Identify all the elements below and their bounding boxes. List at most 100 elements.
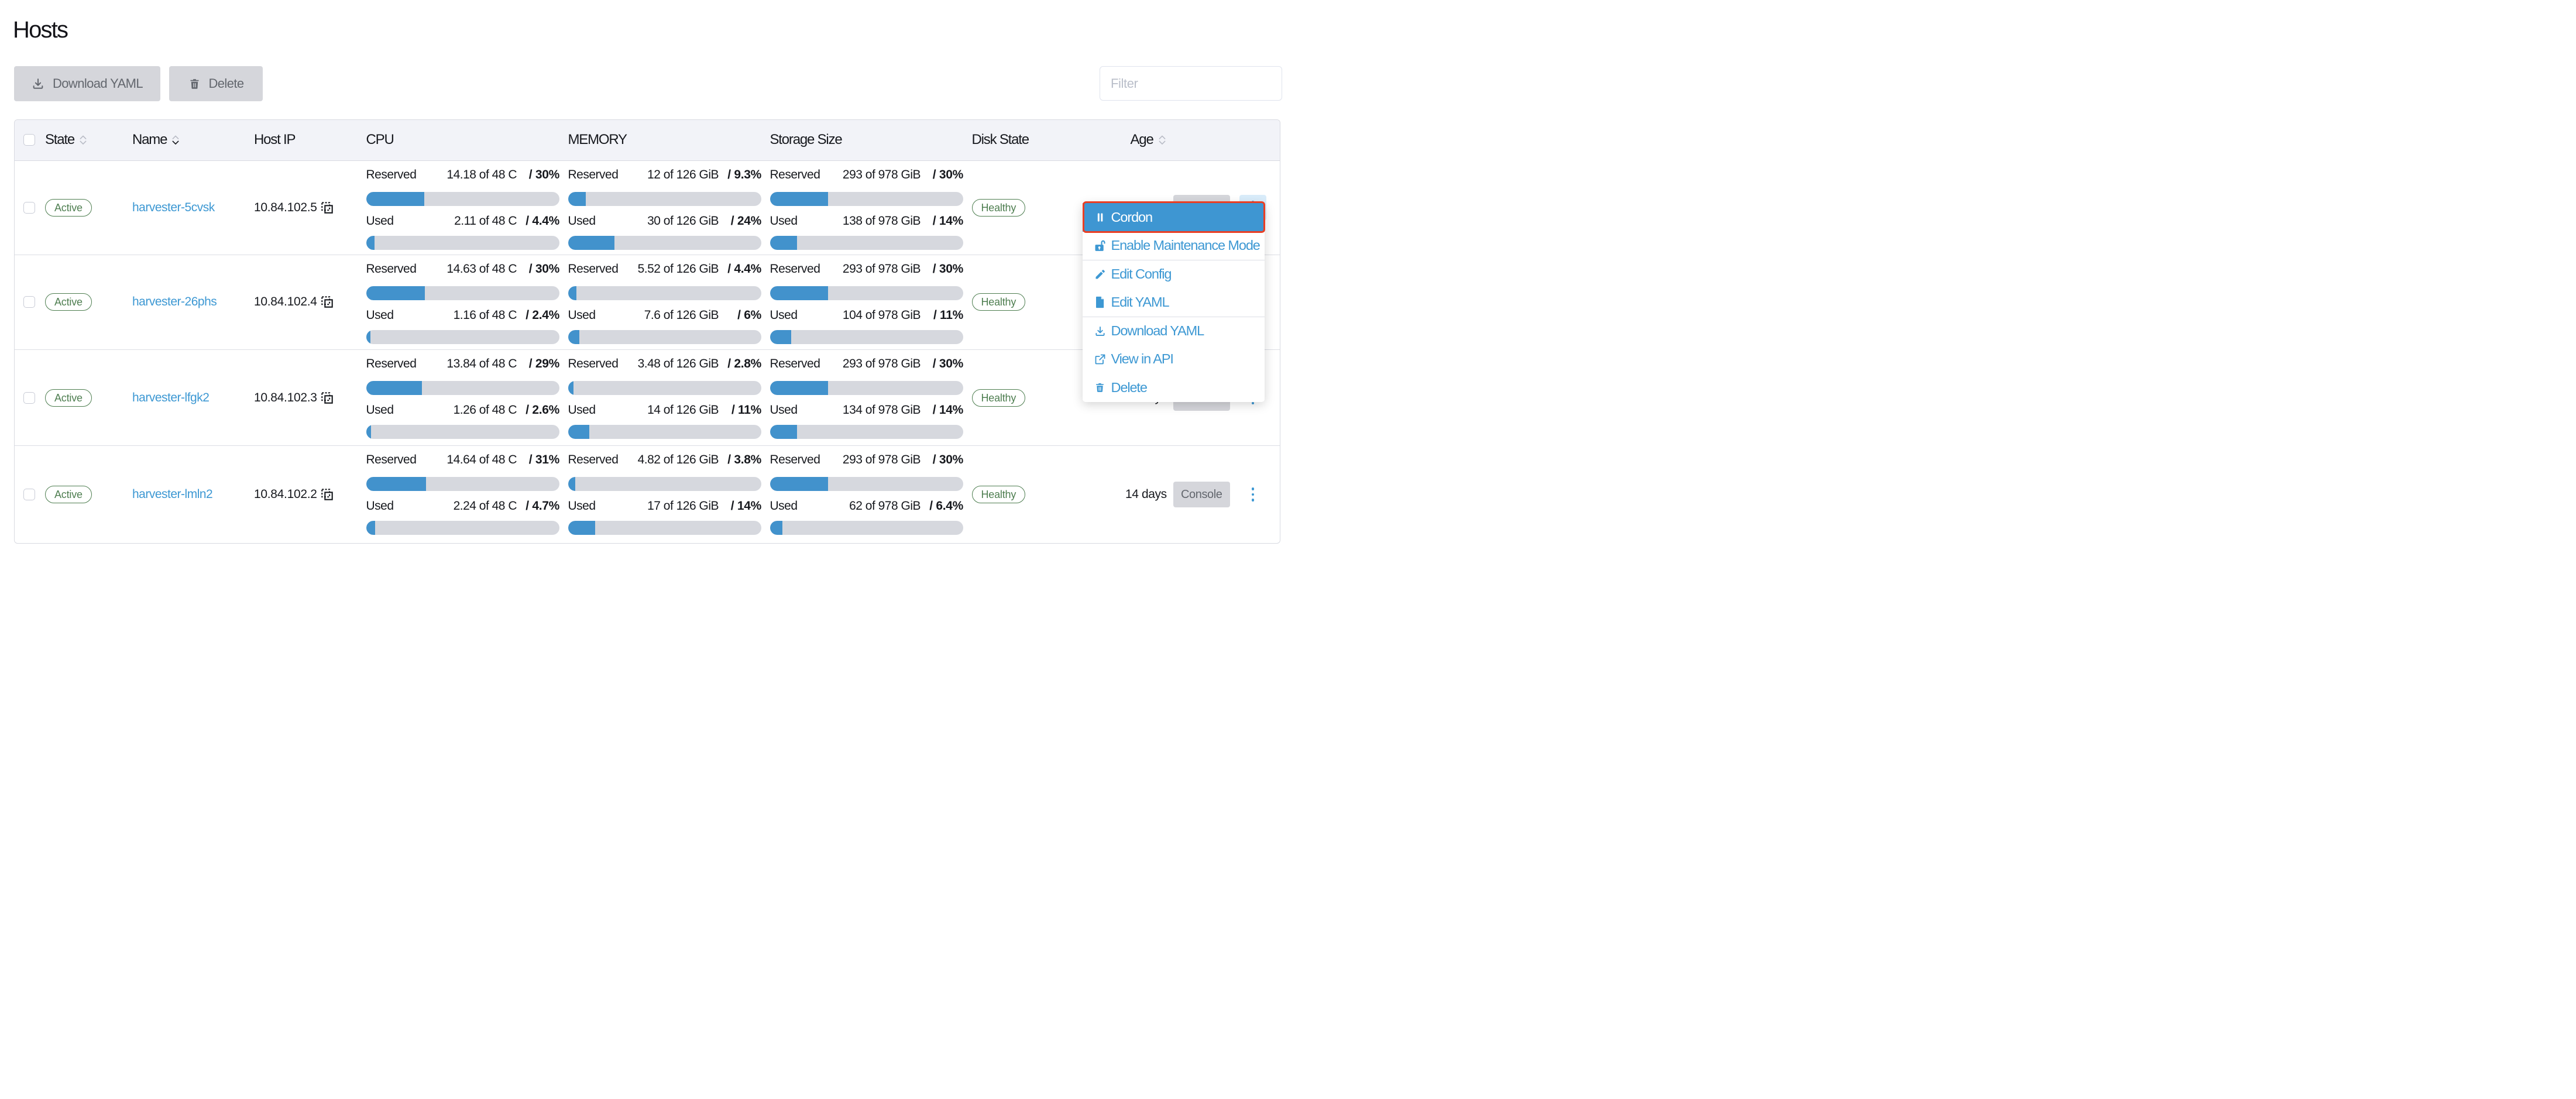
reserved-label: Reserved xyxy=(770,357,820,370)
row-actions-kebab[interactable] xyxy=(1239,482,1267,507)
row-checkbox[interactable] xyxy=(23,296,35,308)
storage-used-line: Used 138 of 978 GiB / 14% xyxy=(770,214,964,229)
host-name-link[interactable]: harvester-lfgk2 xyxy=(132,390,209,404)
memory-cell: Reserved 4.82 of 126 GiB / 3.8% Used 17 of 1… xyxy=(568,446,770,543)
used-percent: / 14% xyxy=(932,403,964,417)
reserved-label: Reserved xyxy=(770,453,820,466)
used-percent: / 4.4% xyxy=(525,214,559,228)
reserved-value: 12 of 126 GiB xyxy=(647,168,719,181)
used-value: 104 of 978 GiB xyxy=(842,308,921,322)
cpu-cell: Reserved 14.18 of 48 C / 30% Used 2.11 of 48… xyxy=(366,161,568,255)
age-cell: 14 days Console xyxy=(1125,446,1280,543)
host-ip-cell: 10.84.102.5 xyxy=(254,161,366,255)
download-icon xyxy=(1093,325,1107,337)
select-all-checkbox[interactable] xyxy=(23,134,35,146)
used-percent: / 2.6% xyxy=(525,403,559,417)
menu-item-cordon[interactable]: Cordon xyxy=(1083,203,1265,232)
memory-gauge: Reserved 12 of 126 GiB / 9.3% Used 30 of 126… xyxy=(568,161,762,250)
memory-used-line: Used 30 of 126 GiB / 24% xyxy=(568,214,762,229)
state-badge: Active xyxy=(45,486,92,503)
state-badge: Active xyxy=(45,293,92,311)
used-value: 30 of 126 GiB xyxy=(647,214,719,228)
reserved-label: Reserved xyxy=(568,262,619,276)
used-percent: / 2.4% xyxy=(525,308,559,322)
host-name-link[interactable]: harvester-lmln2 xyxy=(132,487,213,501)
column-header-state[interactable]: State xyxy=(45,120,132,161)
column-header-storage-size: Storage Size xyxy=(770,132,843,148)
reserved-percent: / 30% xyxy=(932,453,964,466)
reserved-value: 293 of 978 GiB xyxy=(842,357,921,370)
reserved-percent: / 4.4% xyxy=(727,262,761,276)
menu-item-download-yaml[interactable]: Download YAML xyxy=(1083,317,1265,345)
memory-used-bar xyxy=(568,521,761,535)
memory-used-bar-fill xyxy=(568,521,595,535)
menu-item-delete[interactable]: Delete xyxy=(1083,373,1265,402)
memory-reserved-line: Reserved 5.52 of 126 GiB / 4.4% xyxy=(568,262,762,277)
row-checkbox[interactable] xyxy=(23,489,35,500)
reserved-label: Reserved xyxy=(366,168,417,181)
host-ip: 10.84.102.4 xyxy=(254,295,317,309)
reserved-value: 3.48 of 126 GiB xyxy=(637,357,719,370)
copy-icon[interactable] xyxy=(321,488,334,501)
host-ip-cell: 10.84.102.3 xyxy=(254,350,366,445)
menu-item-view-in-api[interactable]: View in API xyxy=(1083,345,1265,374)
reserved-value: 293 of 978 GiB xyxy=(842,168,921,181)
memory-used-bar-fill xyxy=(568,236,614,250)
reserved-percent: / 2.8% xyxy=(727,357,761,370)
cpu-reserved-bar-fill xyxy=(366,192,424,206)
storage-used-line: Used 62 of 978 GiB / 6.4% xyxy=(770,499,964,514)
reserved-value: 5.52 of 126 GiB xyxy=(637,262,719,276)
reserved-value: 14.64 of 48 C xyxy=(446,453,517,466)
cpu-used-bar-fill xyxy=(366,236,375,250)
row-checkbox[interactable] xyxy=(23,391,35,404)
copy-icon[interactable] xyxy=(321,296,334,308)
storage-gauge: Reserved 293 of 978 GiB / 30% Used 62 of 978… xyxy=(770,446,964,535)
name-cell: harvester-26phs xyxy=(132,255,254,350)
memory-cell: Reserved 5.52 of 126 GiB / 4.4% Used 7.6 of … xyxy=(568,255,770,350)
console-button[interactable]: Console xyxy=(1173,482,1230,507)
reserved-value: 14.18 of 48 C xyxy=(446,168,517,181)
storage-cell: Reserved 293 of 978 GiB / 30% Used 134 of 97… xyxy=(770,350,972,445)
menu-item-enable-maintenance-mode[interactable]: Enable Maintenance Mode xyxy=(1083,232,1265,260)
filter-input[interactable] xyxy=(1100,66,1282,101)
copy-icon[interactable] xyxy=(321,201,334,214)
used-value: 17 of 126 GiB xyxy=(647,499,719,513)
cpu-reserved-bar xyxy=(366,381,559,395)
column-header-name[interactable]: Name xyxy=(132,120,254,161)
storage-gauge: Reserved 293 of 978 GiB / 30% Used 134 of 97… xyxy=(770,350,964,439)
memory-reserved-line: Reserved 4.82 of 126 GiB / 3.8% xyxy=(568,453,762,468)
memory-reserved-bar-fill xyxy=(568,192,586,206)
menu-item-edit-config[interactable]: Edit Config xyxy=(1083,260,1265,289)
storage-reserved-bar xyxy=(770,286,963,300)
delete-button[interactable]: Delete xyxy=(169,66,263,101)
host-name-link[interactable]: harvester-5cvsk xyxy=(132,200,215,214)
reserved-percent: / 30% xyxy=(528,262,560,276)
cpu-gauge: Reserved 14.63 of 48 C / 30% Used 1.16 of 48… xyxy=(366,255,560,344)
checkbox-cell xyxy=(15,446,46,543)
cpu-reserved-bar-fill xyxy=(366,286,425,300)
storage-used-bar xyxy=(770,521,963,535)
cpu-used-line: Used 1.16 of 48 C / 2.4% xyxy=(366,308,560,323)
menu-item-edit-yaml[interactable]: Edit YAML xyxy=(1083,289,1265,317)
sort-icon xyxy=(172,135,179,145)
used-label: Used xyxy=(770,308,798,322)
checkbox-cell xyxy=(15,255,46,350)
download-yaml-button[interactable]: Download YAML xyxy=(14,66,160,101)
row-checkbox[interactable] xyxy=(23,201,35,214)
state-cell: Active xyxy=(45,350,132,445)
copy-icon[interactable] xyxy=(321,391,334,404)
reserved-label: Reserved xyxy=(568,453,619,466)
host-name-link[interactable]: harvester-26phs xyxy=(132,295,217,309)
column-header-age[interactable]: Age xyxy=(1125,120,1280,161)
cpu-gauge: Reserved 14.64 of 48 C / 31% Used 2.24 of 48… xyxy=(366,446,559,535)
trash-icon xyxy=(1093,382,1107,393)
state-cell: Active xyxy=(45,446,132,543)
memory-reserved-bar xyxy=(568,286,761,300)
storage-reserved-line: Reserved 293 of 978 GiB / 30% xyxy=(770,168,964,183)
cpu-reserved-bar xyxy=(366,286,559,300)
cpu-reserved-line: Reserved 13.84 of 48 C / 29% xyxy=(366,357,560,372)
memory-used-bar xyxy=(568,236,761,250)
reserved-label: Reserved xyxy=(770,168,820,181)
storage-reserved-bar-fill xyxy=(770,381,828,395)
name-cell: harvester-lfgk2 xyxy=(132,350,254,445)
